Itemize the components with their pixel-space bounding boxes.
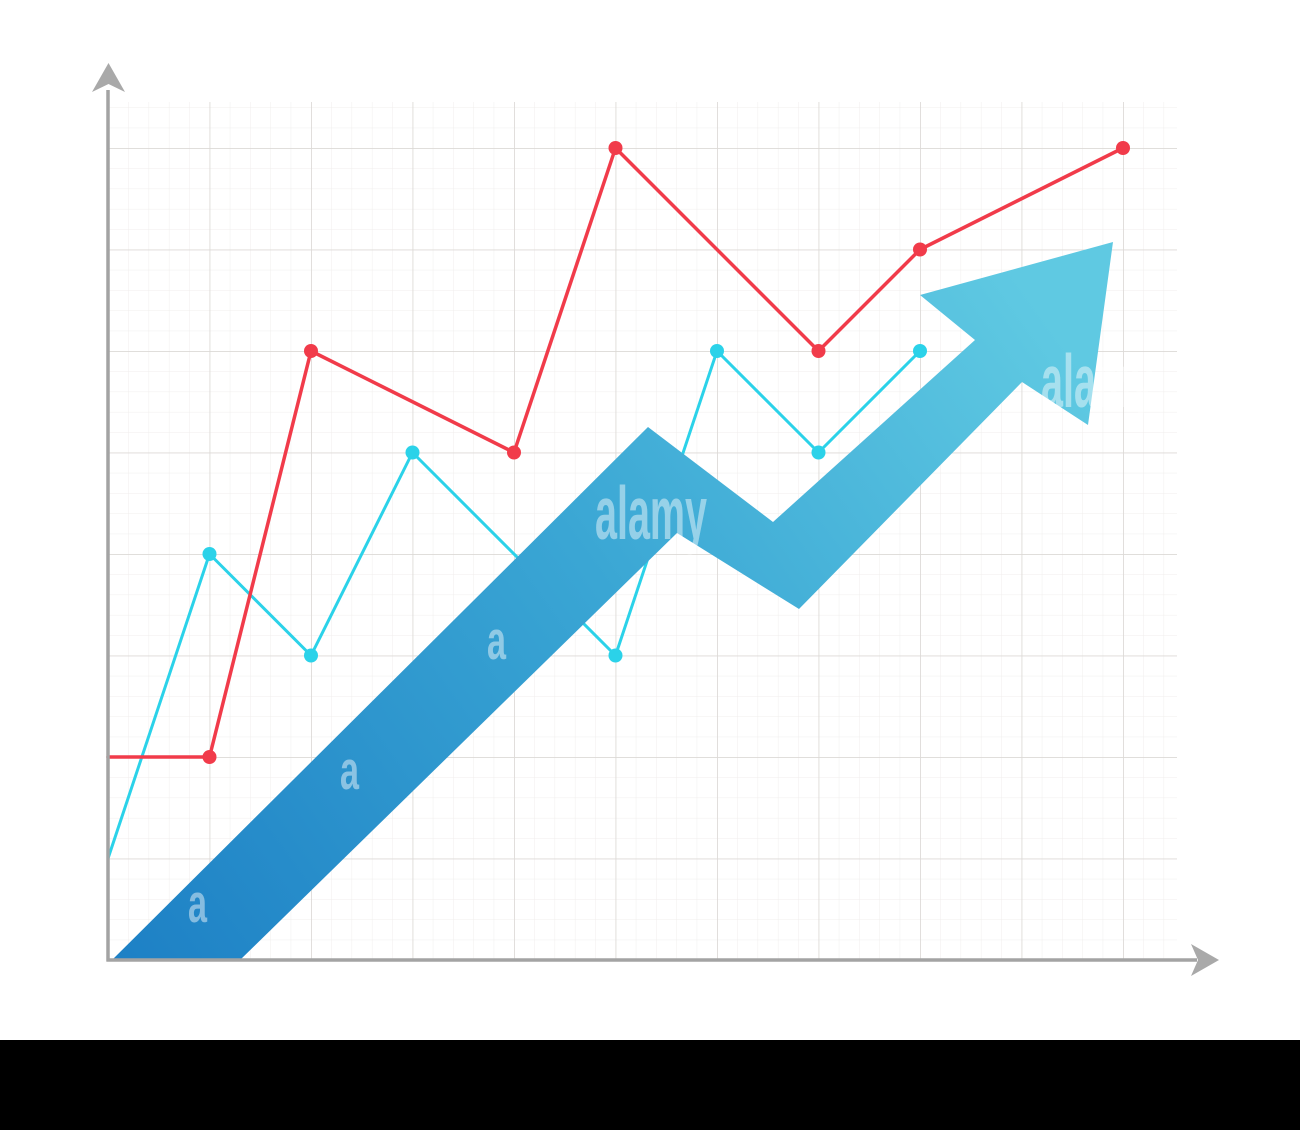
red-line-dot [1116,141,1130,155]
x-axis-arrowhead [1191,944,1219,976]
cyan-line-dot [710,344,724,358]
watermark-text: alamy [1041,339,1153,423]
cyan-line [106,349,922,860]
cyan-line-dot [202,547,217,561]
cyan-line-dot [608,648,623,663]
red-line-dot [811,344,826,358]
y-axis-arrowhead [92,63,125,92]
cyan-line-dot [811,445,826,460]
red-line-dot [304,344,318,358]
trend-arrow [112,242,1113,960]
watermark-text: a [340,739,359,801]
watermark-text: a [188,872,207,934]
red-line-dot [608,141,623,155]
cyan-line-dot [304,648,318,663]
chart-canvas: a a a alamy alamy [92,63,1219,976]
trend-arrow-polygon [112,242,1113,960]
red-line-dot [507,445,521,460]
red-line-dot [913,242,927,257]
red-line [106,146,1125,759]
axes [92,63,1219,976]
alamy-watermark-bar: alamy Image ID: 3A5NCY5 www.alamy.com [0,1040,1300,1130]
watermark-text: a [487,609,506,671]
growth-chart-svg: a a a alamy alamy [92,63,1219,976]
red-line-dot [202,750,217,764]
data-lines [106,141,1130,860]
cyan-line-dot [405,445,420,460]
watermark-overlay: a a a alamy alamy [188,339,1153,934]
cyan-line-dot [913,344,927,358]
watermark-text: alamy [595,471,707,555]
